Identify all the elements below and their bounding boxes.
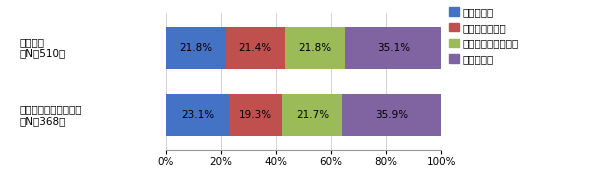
Bar (166, 27, 226, 69)
Text: 21.7%: 21.7% (296, 110, 329, 120)
Bar (229, 94, 283, 136)
Text: 21.8%: 21.8% (179, 43, 212, 53)
Bar (166, 94, 229, 136)
Text: 35.1%: 35.1% (376, 43, 409, 53)
Bar (284, 27, 345, 69)
Text: 19.3%: 19.3% (239, 110, 272, 120)
Text: 23.1%: 23.1% (181, 110, 214, 120)
Text: 21.4%: 21.4% (238, 43, 272, 53)
Bar (226, 27, 284, 69)
Bar (342, 94, 441, 136)
Text: 21.8%: 21.8% (298, 43, 331, 53)
Text: 35.9%: 35.9% (375, 110, 408, 120)
Bar (345, 27, 441, 69)
Bar (283, 94, 342, 136)
Legend: 課題である, やや課題である, それほど課題でない, 課題でない: 課題である, やや課題である, それほど課題でない, 課題でない (449, 7, 519, 64)
